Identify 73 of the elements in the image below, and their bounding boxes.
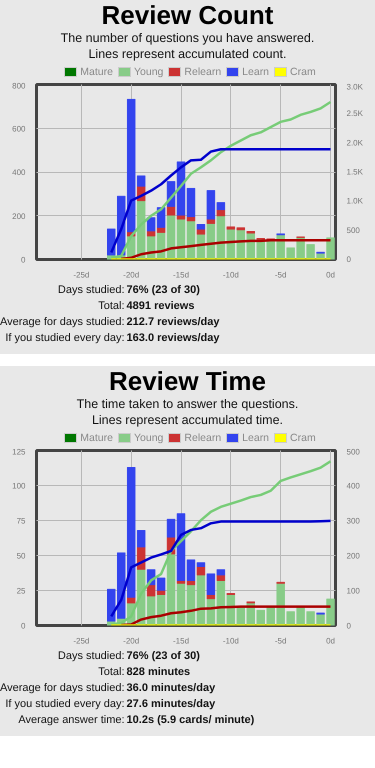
y-tick-label: 0 [21, 622, 26, 630]
y-tick-label: 100 [12, 482, 26, 490]
x-tick-label: -5d [274, 636, 286, 646]
bar [216, 574, 226, 581]
chart-subtitle: The time taken to answer the questions. Lines represent accumulated time. [76, 396, 300, 428]
x-tick-label: -15d [173, 270, 190, 280]
y2-tick-label: 1.5K [346, 168, 364, 176]
text: Average for days studied: 36.0 minutes/day [0, 681, 216, 696]
x-tick-label: -10d [222, 270, 239, 280]
bar [206, 219, 216, 224]
bar [166, 206, 176, 216]
text: Total: 4891 reviews [97, 299, 196, 314]
legend-label: Relearn [184, 66, 222, 78]
x-tick-label: -25d [73, 636, 90, 646]
y2-tick-label: 100 [346, 586, 360, 596]
legend-label: Mature [80, 66, 113, 78]
x-tick-label: -5d [274, 270, 286, 280]
x-tick-label: -10d [222, 636, 239, 646]
legend-label: Learn [242, 66, 270, 78]
line-series [110, 460, 332, 626]
bar [196, 229, 206, 235]
y2-tick-label: 0 [346, 622, 352, 630]
line-series [110, 520, 332, 618]
y-tick-label: 50 [16, 552, 26, 560]
line-series [110, 100, 332, 259]
y2-tick-label: 500 [346, 448, 360, 456]
y2-tick-label: 400 [346, 482, 360, 490]
text: If you studied every day: 163.0 reviews/day [4, 331, 220, 346]
chart-title: Review Time [108, 366, 268, 396]
y2-tick-label: 0 [346, 255, 352, 264]
text: Days studied: 76% (23 of 30) [56, 283, 201, 298]
line-series [110, 148, 332, 254]
x-tick-label: -20d [123, 270, 140, 280]
legend-label: Cram [290, 66, 316, 78]
y-tick-label: 125 [12, 448, 26, 456]
line-series [120, 605, 332, 626]
legend-label: Young [134, 432, 164, 444]
chart-title: Review Count [100, 0, 274, 30]
x-tick-label: -25d [73, 270, 90, 280]
y-tick-label: 400 [12, 168, 26, 177]
text: Average answer time: 10.2s (5.9 cards/ minute) [17, 713, 254, 728]
bar [216, 210, 226, 216]
y-tick-label: 600 [12, 124, 26, 134]
x-tick-label: 0d [326, 270, 335, 280]
legend-label: Relearn [184, 432, 222, 444]
chart-subtitle: The number of questions you have answered. Lines represent accumulated count. [60, 30, 316, 62]
legend-label: Young [134, 66, 164, 78]
x-tick-label: -15d [173, 636, 190, 646]
text: Total: 828 minutes [97, 665, 192, 680]
y-tick-label: 25 [16, 586, 26, 596]
y-tick-label: 0 [21, 256, 26, 264]
bar [126, 597, 136, 604]
y2-tick-label: 2.5K [346, 109, 364, 118]
y-tick-label: 800 [12, 82, 26, 90]
bar [196, 224, 206, 230]
y2-tick-label: 500 [346, 226, 360, 235]
y2-tick-label: 3.0K [346, 82, 364, 92]
text: Average for days studied: 212.7 reviews/day [0, 315, 220, 330]
line-series [120, 239, 332, 260]
text: If you studied every day: 27.6 minutes/day [4, 697, 216, 712]
y2-tick-label: 200 [346, 552, 360, 560]
y2-tick-label: 300 [346, 516, 360, 526]
y-tick-label: 200 [12, 212, 26, 221]
bar [196, 566, 206, 576]
y2-tick-label: 1.0K [346, 196, 364, 206]
legend-label: Learn [242, 432, 270, 444]
y2-tick-label: 2.0K [346, 138, 364, 148]
legend-label: Mature [80, 432, 113, 444]
text: Days studied: 76% (23 of 30) [56, 649, 201, 664]
legend-label: Cram [290, 432, 316, 444]
y-tick-label: 75 [16, 516, 26, 526]
x-tick-label: 0d [326, 636, 335, 646]
x-tick-label: -20d [123, 636, 140, 646]
